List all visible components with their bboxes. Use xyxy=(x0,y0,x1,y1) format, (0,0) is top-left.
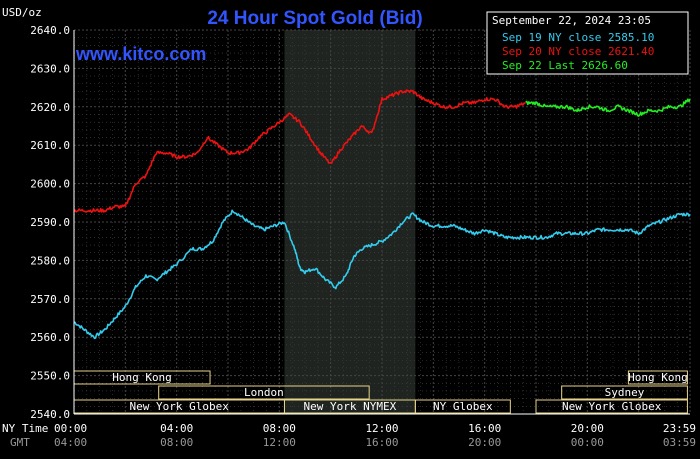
session-bar xyxy=(535,399,688,414)
y-tick-label: 2620.0 xyxy=(30,101,70,114)
x-tick-label-gmt: 20:00 xyxy=(468,436,501,449)
x-tick-label-gmt: 16:00 xyxy=(365,436,398,449)
x-tick-label-ny: 04:00 xyxy=(160,422,193,435)
x-tick-label-ny: 16:00 xyxy=(468,422,501,435)
legend-item-sep20: Sep 20 NY close 2621.40 xyxy=(502,45,654,58)
session-bar xyxy=(414,399,511,414)
legend: September 22, 2024 23:05 Sep 19 NY close… xyxy=(486,11,689,75)
session-label: Hong Kong xyxy=(628,371,688,384)
series-line-sep19 xyxy=(73,209,691,340)
y-tick-label: 2570.0 xyxy=(30,293,70,306)
legend-date: September 22, 2024 23:05 xyxy=(492,14,651,27)
session-label: NY Globex xyxy=(433,400,493,413)
legend-item-sep19: Sep 19 NY close 2585.10 xyxy=(502,31,654,44)
site-label: www.kitco.com xyxy=(75,44,206,64)
session-label: London xyxy=(244,386,284,399)
y-tick-label: 2640.0 xyxy=(30,24,70,37)
y-tick-label: 2580.0 xyxy=(30,254,70,267)
legend-item-sep22: Sep 22 Last 2626.60 xyxy=(502,59,628,72)
series-line-sep20 xyxy=(73,89,526,213)
x-tick-label-ny: 20:00 xyxy=(571,422,604,435)
x-tick-label-ny: 23:59 xyxy=(663,422,696,435)
y-tick-label: 2540.0 xyxy=(30,408,70,421)
series-line-sep22 xyxy=(525,98,691,117)
x-tick-label-gmt: 12:00 xyxy=(263,436,296,449)
y-axis-unit-label: USD/oz xyxy=(2,6,42,19)
x-tick-label-ny: 12:00 xyxy=(365,422,398,435)
y-tick-label: 2590.0 xyxy=(30,216,70,229)
session-bar xyxy=(561,385,688,400)
x-tick-label-ny: 00:00 xyxy=(54,422,87,435)
session-label: New York NYMEX xyxy=(304,400,397,413)
y-tick-label: 2630.0 xyxy=(30,62,70,75)
session-label: Hong Kong xyxy=(112,371,172,384)
session-label: New York Globex xyxy=(130,400,230,413)
x-axis-ny-time-label: NY Time xyxy=(2,422,48,435)
x-tick-label-gmt: 08:00 xyxy=(160,436,193,449)
x-tick-label-gmt: 00:00 xyxy=(571,436,604,449)
y-tick-label: 2610.0 xyxy=(30,139,70,152)
y-tick-label: 2560.0 xyxy=(30,331,70,344)
legend-box xyxy=(486,11,689,75)
y-tick-label: 2600.0 xyxy=(30,178,70,191)
x-tick-label-gmt: 03:59 xyxy=(663,436,696,449)
x-tick-label-ny: 08:00 xyxy=(263,422,296,435)
chart-title: 24 Hour Spot Gold (Bid) xyxy=(207,8,422,29)
session-label: Sydney xyxy=(605,386,645,399)
session-bar xyxy=(158,385,370,400)
session-bar xyxy=(627,370,688,385)
session-label: New York Globex xyxy=(562,400,662,413)
y-tick-label: 2550.0 xyxy=(30,370,70,383)
x-tick-label-gmt: 04:00 xyxy=(54,436,87,449)
x-axis-gmt-label: GMT xyxy=(10,436,30,449)
